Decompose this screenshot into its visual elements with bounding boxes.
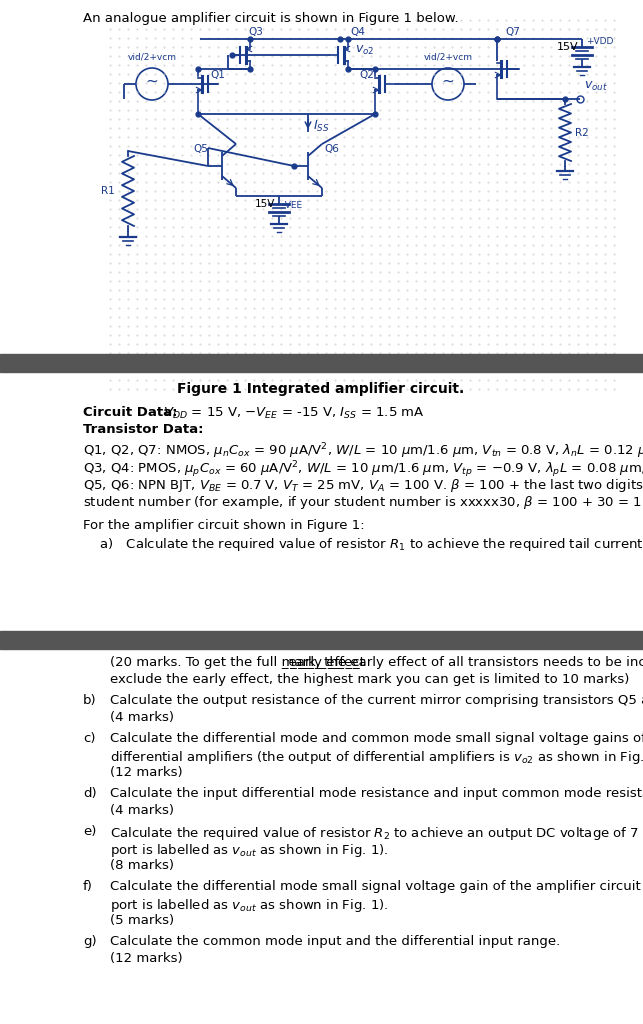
Text: Q1, Q2, Q7: NMOS, $\mu_n C_{ox}$ = 90 $\mu$A/V$^2$, $W/L$ = 10 $\mu$m/1.6 $\mu$m: Q1, Q2, Q7: NMOS, $\mu_n C_{ox}$ = 90 $\… bbox=[83, 441, 643, 461]
Text: Calculate the required value of resistor $R_2$ to achieve an output DC voltage o: Calculate the required value of resistor… bbox=[110, 825, 643, 842]
Text: Q5: Q5 bbox=[193, 144, 208, 154]
Text: Q1: Q1 bbox=[210, 70, 225, 80]
Text: Calculate the differential mode small signal voltage gain of the amplifier circu: Calculate the differential mode small si… bbox=[110, 880, 643, 893]
Text: +VDD: +VDD bbox=[586, 37, 613, 46]
Text: g): g) bbox=[83, 935, 96, 948]
Text: 15V: 15V bbox=[255, 199, 275, 209]
Text: (8 marks): (8 marks) bbox=[110, 859, 174, 872]
Text: (4 marks): (4 marks) bbox=[110, 804, 174, 817]
Text: e): e) bbox=[83, 825, 96, 838]
Text: port is labelled as $v_{out}$ as shown in Fig. 1).: port is labelled as $v_{out}$ as shown i… bbox=[110, 897, 388, 914]
Text: For the amplifier circuit shown in Figure 1:: For the amplifier circuit shown in Figur… bbox=[83, 519, 365, 532]
Text: 15V: 15V bbox=[556, 42, 578, 52]
Text: d): d) bbox=[83, 787, 96, 800]
Text: An analogue amplifier circuit is shown in Figure 1 below.: An analogue amplifier circuit is shown i… bbox=[83, 12, 458, 25]
Text: Q3, Q4: PMOS, $\mu_p C_{ox}$ = 60 $\mu$A/V$^2$, $W/L$ = 10 $\mu$m/1.6 $\mu$m, $V: Q3, Q4: PMOS, $\mu_p C_{ox}$ = 60 $\mu$A… bbox=[83, 459, 643, 479]
Text: (5 marks): (5 marks) bbox=[110, 914, 174, 927]
Text: Calculate the common mode input and the differential input range.: Calculate the common mode input and the … bbox=[110, 935, 560, 948]
Text: Q7: Q7 bbox=[505, 27, 520, 37]
Text: Transistor Data:: Transistor Data: bbox=[83, 423, 203, 436]
Text: student number (for example, if your student number is xxxxx30, $\beta$ = 100 + : student number (for example, if your stu… bbox=[83, 494, 643, 511]
Text: vid/2+vcm: vid/2+vcm bbox=[127, 53, 176, 62]
Text: port is labelled as $v_{out}$ as shown in Fig. 1).: port is labelled as $v_{out}$ as shown i… bbox=[110, 842, 388, 859]
Text: exclude the early effect, the highest mark you can get is limited to 10 marks): exclude the early effect, the highest ma… bbox=[110, 673, 629, 686]
Text: Q5, Q6: NPN BJT, $V_{BE}$ = 0.7 V, $V_T$ = 25 mV, $V_A$ = 100 V. $\beta$ = 100 +: Q5, Q6: NPN BJT, $V_{BE}$ = 0.7 V, $V_T$… bbox=[83, 477, 643, 494]
Text: R2: R2 bbox=[575, 128, 589, 137]
Text: Q2: Q2 bbox=[359, 70, 374, 80]
Text: (12 marks): (12 marks) bbox=[110, 952, 183, 965]
Text: Circuit Data:: Circuit Data: bbox=[83, 406, 177, 419]
Text: -VEE: -VEE bbox=[283, 202, 303, 211]
Text: ̲e̲a̲r̲l̲y̲ ̲e̲f̲f̲e̲c̲t: ̲e̲a̲r̲l̲y̲ ̲e̲f̲f̲e̲c̲t bbox=[110, 656, 365, 669]
Text: Q4: Q4 bbox=[350, 27, 365, 37]
Text: $V_{DD}$ = 15 V, $-V_{EE}$ = -15 V, $I_{SS}$ = 1.5 mA: $V_{DD}$ = 15 V, $-V_{EE}$ = -15 V, $I_{… bbox=[163, 406, 424, 421]
Text: ~: ~ bbox=[442, 74, 455, 88]
Text: $I_{SS}$: $I_{SS}$ bbox=[313, 119, 329, 134]
Text: Figure 1 Integrated amplifier circuit.: Figure 1 Integrated amplifier circuit. bbox=[177, 382, 465, 396]
Text: $v_{out}$: $v_{out}$ bbox=[584, 80, 608, 93]
Text: a)   Calculate the required value of resistor $R_1$ to achieve the required tail: a) Calculate the required value of resis… bbox=[83, 536, 643, 553]
Text: Calculate the input differential mode resistance and input common mode resistanc: Calculate the input differential mode re… bbox=[110, 787, 643, 800]
Text: Q6: Q6 bbox=[324, 144, 339, 154]
Bar bbox=[0, 631, 643, 649]
Bar bbox=[0, 354, 643, 372]
Text: differential amplifiers (the output of differential amplifiers is $v_{o2}$ as sh: differential amplifiers (the output of d… bbox=[110, 749, 643, 766]
Text: (12 marks): (12 marks) bbox=[110, 766, 183, 779]
Text: $v_{o2}$: $v_{o2}$ bbox=[355, 44, 374, 57]
Text: Q3: Q3 bbox=[248, 27, 263, 37]
Text: ~: ~ bbox=[145, 74, 158, 88]
Text: c): c) bbox=[83, 732, 96, 745]
Text: Calculate the output resistance of the current mirror comprising transistors Q5 : Calculate the output resistance of the c… bbox=[110, 694, 643, 707]
Text: vid/2+vcm: vid/2+vcm bbox=[424, 53, 473, 62]
Text: (4 marks): (4 marks) bbox=[110, 711, 174, 724]
Text: R1: R1 bbox=[101, 186, 115, 196]
Text: (20 marks. To get the full mark, the early effect of all transistors needs to be: (20 marks. To get the full mark, the ear… bbox=[110, 656, 643, 669]
Text: f): f) bbox=[83, 880, 93, 893]
Text: b): b) bbox=[83, 694, 96, 707]
Text: Calculate the differential mode and common mode small signal voltage gains of th: Calculate the differential mode and comm… bbox=[110, 732, 643, 745]
